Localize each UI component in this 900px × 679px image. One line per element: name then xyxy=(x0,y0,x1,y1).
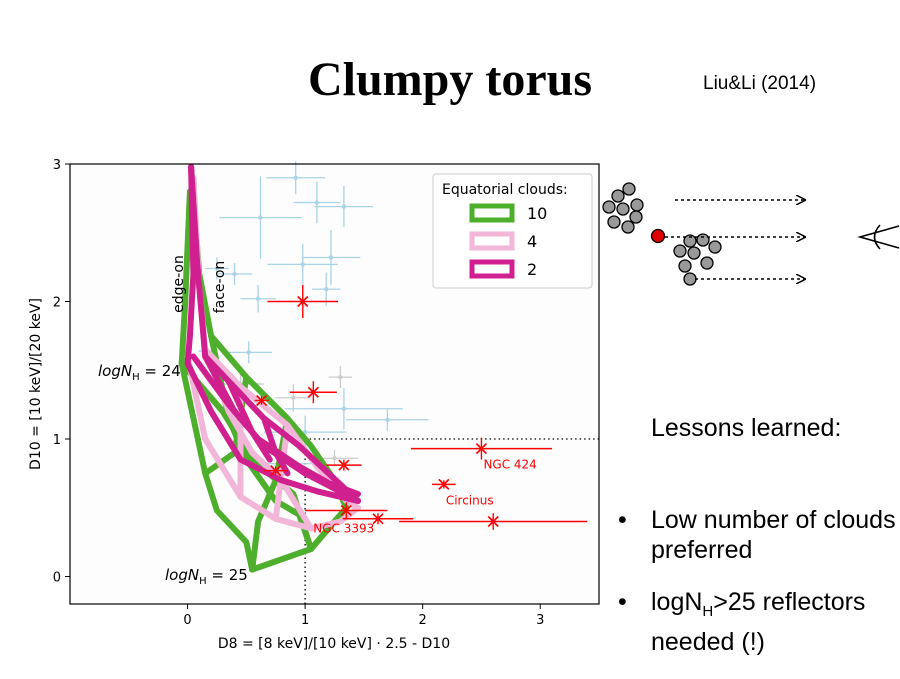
background-data-point xyxy=(205,257,229,280)
cloud xyxy=(708,240,722,254)
highlight-data-point xyxy=(326,459,362,471)
highlight-data-point: NGC 3393 xyxy=(305,502,388,536)
legend-entry-10: 10 xyxy=(469,203,547,223)
y-tick-label: 1 xyxy=(53,433,61,448)
cloud xyxy=(630,198,644,212)
cloud xyxy=(602,200,616,214)
legend-label: 10 xyxy=(527,204,547,223)
grey-data-point xyxy=(328,366,353,389)
highlight-data-point xyxy=(289,381,337,404)
model-curve xyxy=(261,415,291,477)
lesson-bullet-1: • Low number of clouds preferred xyxy=(618,505,898,565)
model-curve xyxy=(178,188,350,573)
annotation-edge-on: edge-on xyxy=(171,255,187,313)
source-label: Circinus xyxy=(446,493,494,507)
cloud xyxy=(678,259,692,273)
cloud xyxy=(687,246,701,260)
legend-swatch xyxy=(469,259,515,279)
model-curve xyxy=(225,378,273,463)
cloud xyxy=(611,189,625,203)
highlight-data-point: NGC 424 xyxy=(410,437,552,472)
background-data-point xyxy=(225,341,273,364)
background-data-point xyxy=(346,408,429,431)
reference-citation: Liu&Li (2014) xyxy=(703,73,817,94)
model-curve xyxy=(188,163,361,504)
slide-title: Clumpy torus xyxy=(307,53,593,106)
cloud xyxy=(629,210,643,224)
background-data-point xyxy=(285,388,403,430)
bullet-marker: • xyxy=(618,506,627,534)
background-data-point xyxy=(312,272,341,306)
legend-swatch xyxy=(469,203,515,223)
cloud xyxy=(683,234,697,248)
background-data-point xyxy=(266,161,326,195)
central-source xyxy=(650,228,666,244)
lower-cloud-group xyxy=(673,233,722,286)
highlight-data-point xyxy=(254,394,269,407)
y-axis-label: D10 = [10 keV]/[20 keV] xyxy=(28,298,44,470)
cloud xyxy=(616,202,630,216)
clumpy-torus-chart: NGC 424 Circinus NGC 3393 0 1 2 3 0 1 2 3 D8 = [… xyxy=(28,158,600,652)
upper-cloud-group xyxy=(602,182,644,234)
highlight-data-point xyxy=(399,513,588,530)
x-tick-label: 0 xyxy=(183,613,191,628)
cloud xyxy=(621,220,635,234)
y-tick-label: 3 xyxy=(53,158,61,173)
x-tick-label: 3 xyxy=(536,613,544,628)
legend-entry-2: 2 xyxy=(469,259,537,279)
cloud xyxy=(696,233,710,247)
legend-swatch xyxy=(469,231,515,251)
source-label: NGC 3393 xyxy=(313,522,374,536)
legend-label: 4 xyxy=(527,232,537,251)
lessons-heading: Lessons learned: xyxy=(651,414,842,442)
legend-title: Equatorial clouds: xyxy=(442,182,568,198)
cloud xyxy=(683,272,697,286)
model-series-2 xyxy=(184,163,361,504)
grey-data-point xyxy=(275,384,311,412)
y-tick-label: 2 xyxy=(53,296,61,311)
background-data-point xyxy=(267,243,339,285)
x-tick-label: 2 xyxy=(419,613,427,628)
highlight-data-point xyxy=(267,285,339,318)
source-label: NGC 424 xyxy=(483,458,536,472)
annotation-face-on: face-on xyxy=(212,261,228,314)
model-curve xyxy=(184,163,361,504)
lesson-text: Low number of clouds preferred xyxy=(651,506,896,564)
background-data-point xyxy=(314,186,374,228)
cloud xyxy=(622,182,636,196)
cloud xyxy=(607,215,621,229)
lesson-bullet-2: • logNH>25 reflectors needed (!) xyxy=(618,587,898,657)
x-axis-label: D8 = [8 keV]/[10 keV] · 2.5 - D10 xyxy=(218,636,450,652)
highlight-data-point xyxy=(342,513,414,525)
legend-label: 2 xyxy=(527,260,537,279)
x-tick-label: 1 xyxy=(301,613,309,628)
background-data-point xyxy=(240,285,276,313)
legend-entry-4: 4 xyxy=(469,231,537,251)
plot-frame xyxy=(69,163,600,605)
lessons-list: • Low number of clouds preferred • logNH… xyxy=(618,505,898,679)
cloud xyxy=(673,244,687,258)
annotation-lognh-24: logNH = 24 xyxy=(98,362,181,383)
torus-cartoon xyxy=(602,182,900,286)
background-data-point xyxy=(219,176,302,259)
lesson-text: logNH>25 reflectors needed (!) xyxy=(651,588,866,656)
observer-eye-icon xyxy=(857,224,900,250)
background-data-point xyxy=(293,181,341,224)
highlight-data-point: Circinus xyxy=(432,478,494,507)
background-data-point xyxy=(301,230,361,285)
annotation-lognh-25: logNH = 25 xyxy=(165,566,248,587)
highlight-data-point xyxy=(263,465,288,477)
model-curve xyxy=(272,422,291,522)
legend: Equatorial clouds: 10 4 2 xyxy=(432,173,593,289)
y-tick-label: 0 xyxy=(53,571,61,586)
cloud xyxy=(700,256,714,270)
bullet-marker: • xyxy=(618,588,627,616)
background-data-point xyxy=(216,263,253,285)
